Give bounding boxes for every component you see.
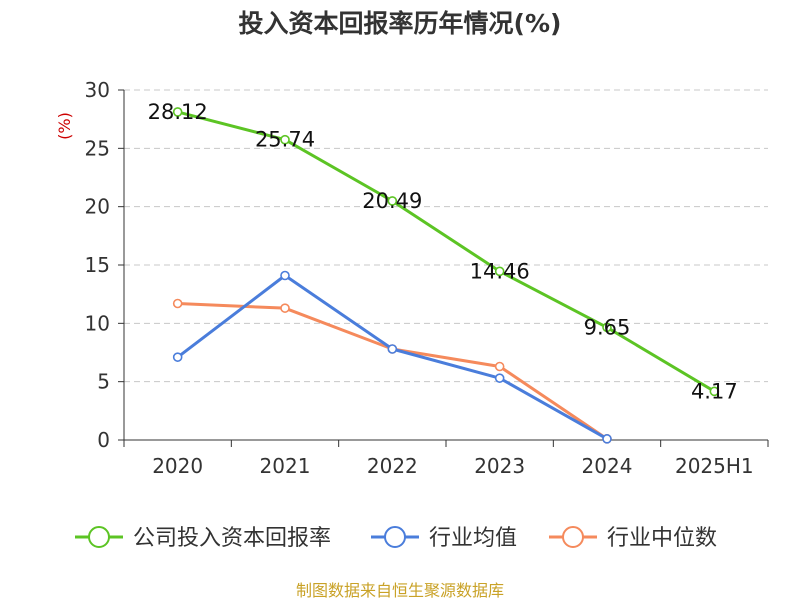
legend-marker [88, 526, 110, 548]
series-line [177, 302, 608, 441]
axes: 0 5 10 15 20 25 30 2020 2021 2022 2023 2024 2025H1 [85, 78, 769, 478]
series-line [177, 110, 716, 393]
data-point [280, 134, 290, 145]
x-tick-label: 2023 [474, 454, 525, 478]
data-point [172, 298, 183, 309]
data-point [387, 344, 398, 354]
data-label: 4.17 [691, 379, 738, 403]
grid-lines [124, 89, 768, 383]
series-lines [172, 107, 720, 444]
data-labels: 28.12 25.74 20.49 14.46 9.65 4.17 [148, 100, 738, 403]
chart-title: 投入资本回报率历年情况(%) [238, 9, 562, 38]
x-tick-label: 2020 [152, 454, 203, 478]
series-line [176, 274, 608, 441]
data-point [494, 361, 505, 372]
y-tick-label: 25 [85, 136, 110, 160]
legend-marker [562, 526, 584, 548]
legend-label: 公司投入资本回报率 [133, 526, 331, 551]
y-tick-label: 30 [85, 78, 110, 102]
legend-item[interactable]: 行业均值 [371, 526, 517, 551]
data-point [280, 303, 290, 313]
data-point [494, 266, 505, 277]
data-label: 25.74 [255, 128, 315, 152]
y-unit-label: (%) [55, 112, 74, 140]
y-tick-label: 0 [97, 428, 110, 452]
data-source-note: 制图数据来自恒生聚源数据库 [295, 581, 504, 600]
legend-item[interactable]: 行业中位数 [549, 526, 717, 551]
data-point [494, 373, 505, 383]
data-label: 20.49 [362, 189, 422, 213]
data-point [280, 270, 290, 281]
legend[interactable]: 公司投入资本回报率 行业均值 行业中位数 [75, 526, 717, 551]
data-label: 9.65 [584, 315, 631, 339]
y-tick-label: 5 [97, 370, 110, 394]
data-point [709, 386, 720, 397]
legend-label: 行业均值 [429, 526, 517, 551]
x-tick-label: 2025H1 [675, 454, 754, 478]
data-point [172, 107, 183, 117]
data-label: 28.12 [148, 100, 208, 124]
legend-item[interactable]: 公司投入资本回报率 [75, 526, 331, 551]
x-tick-label: 2024 [582, 454, 633, 478]
x-tick-label: 2022 [367, 454, 418, 478]
data-label: 14.46 [470, 259, 530, 283]
y-tick-label: 15 [85, 253, 110, 277]
data-point [602, 434, 612, 444]
y-tick-label: 10 [85, 311, 110, 335]
y-tick-label: 20 [85, 195, 110, 219]
data-point [172, 352, 183, 362]
legend-marker [384, 526, 406, 548]
data-point [387, 196, 398, 206]
x-tick-label: 2021 [260, 454, 311, 478]
legend-label: 行业中位数 [607, 526, 717, 551]
data-point [602, 322, 612, 333]
